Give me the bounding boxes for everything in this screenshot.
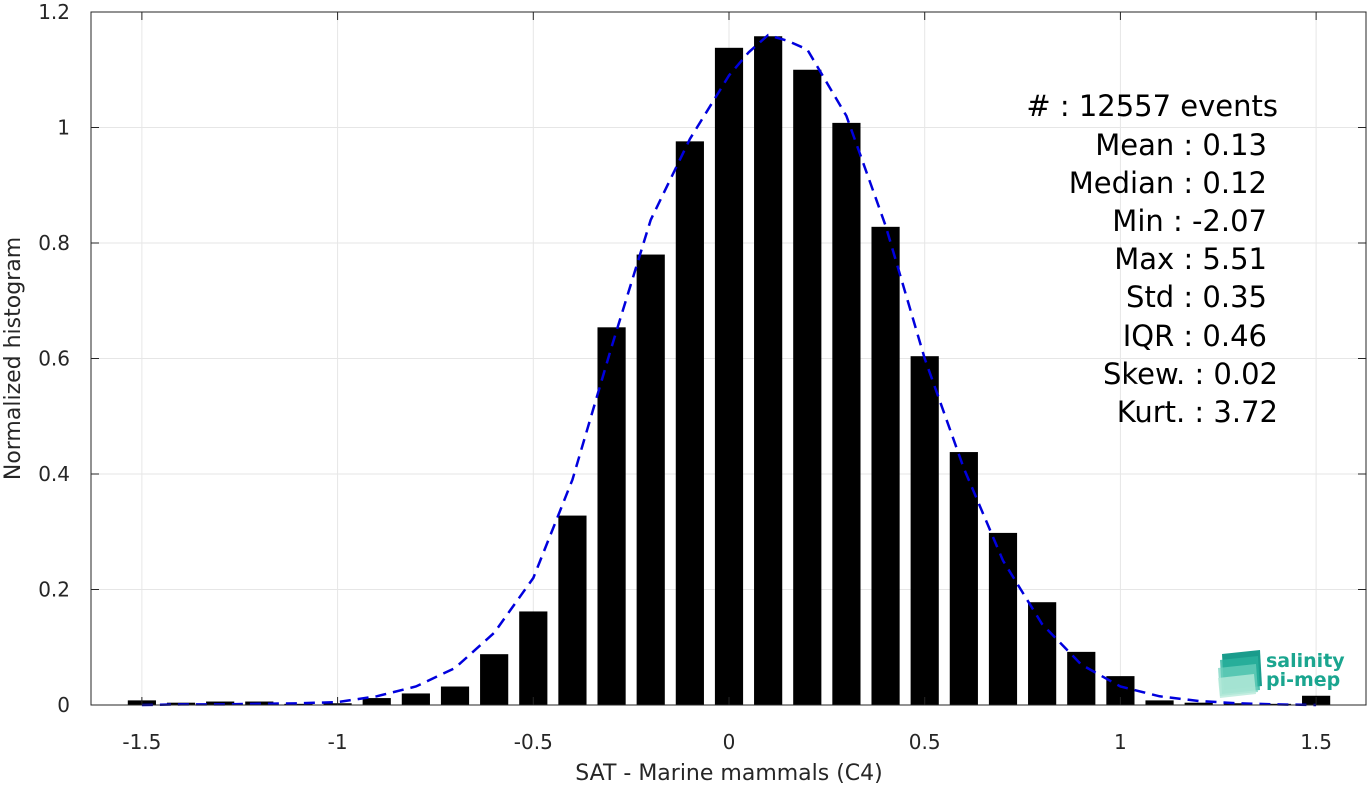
histogram-bar <box>793 69 822 705</box>
histogram-bar <box>519 611 548 705</box>
y-axis-label: Normalized histogram <box>1 237 26 480</box>
axis-ticks <box>91 11 1366 706</box>
x-tick-label: 1 <box>1114 730 1127 754</box>
histogram-bar <box>871 226 900 705</box>
y-tick-label: 1.2 <box>38 0 70 24</box>
histogram-bar <box>440 686 470 705</box>
fit-curve <box>141 33 1317 707</box>
histogram-bar <box>675 141 704 706</box>
stat-skew: Skew. : 0.02 <box>1103 357 1278 391</box>
stat-iqr: IQR : 0.46 <box>1123 319 1267 353</box>
histogram-bar <box>636 254 665 706</box>
x-tick-label: 1.5 <box>1300 730 1332 754</box>
histogram-bar <box>832 122 861 705</box>
stat-kurt: Kurt. : 3.72 <box>1117 395 1278 429</box>
x-tick-label: -1 <box>328 730 348 754</box>
histogram-bar <box>284 703 313 705</box>
histogram-bar <box>1184 702 1213 705</box>
stat-count: # : 12557 events <box>1026 89 1278 123</box>
x-axis-label: SAT - Marine mammals (C4) <box>575 761 883 785</box>
stats-annotation: # : 12557 events Mean : 0.13 Median : 0.… <box>1026 89 1278 429</box>
histogram-bars <box>127 36 1331 706</box>
stat-max: Max : 5.51 <box>1114 242 1267 276</box>
stat-min: Min : -2.07 <box>1112 204 1267 238</box>
x-tick-labels: -1.5 -1 -0.5 0 0.5 1 1.5 <box>122 730 1332 754</box>
histogram-bar <box>1223 703 1252 705</box>
x-tick-label: -1.5 <box>122 730 161 754</box>
y-tick-label: 1 <box>57 116 70 140</box>
y-tick-label: 0.2 <box>38 578 70 602</box>
histogram-bar <box>1145 700 1174 705</box>
histogram-bar <box>401 693 430 705</box>
x-tick-label: 0 <box>723 730 736 754</box>
histogram-bar <box>597 327 626 705</box>
stat-median: Median : 0.12 <box>1069 166 1267 200</box>
x-tick-label: -0.5 <box>514 730 553 754</box>
histogram-bar <box>714 47 744 706</box>
histogram-bar <box>1067 651 1096 705</box>
logo-wave-icon <box>1218 650 1262 698</box>
histogram-bar <box>558 515 587 705</box>
histogram-bar <box>480 654 509 705</box>
histogram-bar <box>949 452 978 705</box>
stat-mean: Mean : 0.13 <box>1095 128 1267 162</box>
x-tick-label: 0.5 <box>909 730 941 754</box>
y-tick-label: 0.8 <box>38 231 70 255</box>
histogram-bar <box>754 36 783 705</box>
salinity-pi-mep-logo: salinity pi-mep <box>1218 650 1345 698</box>
y-tick-labels: 0 0.2 0.4 0.6 0.8 1 1.2 <box>38 0 70 717</box>
histogram-bar <box>362 698 391 705</box>
y-tick-label: 0.6 <box>38 347 70 371</box>
logo-text-line1: salinity <box>1266 650 1345 672</box>
histogram-bar <box>910 356 939 705</box>
stat-std: Std : 0.35 <box>1126 280 1267 314</box>
y-tick-label: 0 <box>57 693 70 717</box>
histogram-bar <box>1028 602 1057 705</box>
y-tick-label: 0.4 <box>38 462 70 486</box>
histogram-bar <box>1262 703 1292 705</box>
logo-text-line2: pi-mep <box>1266 669 1340 691</box>
